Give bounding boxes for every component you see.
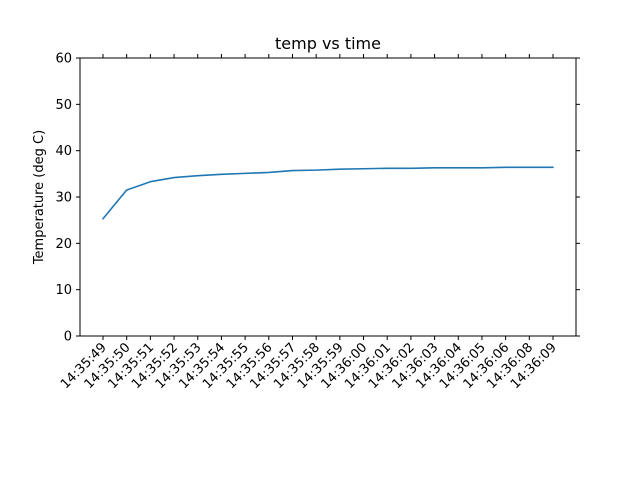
chart-title: temp vs time [275,34,381,53]
plot-area: 010203040506014:35:4914:35:5014:35:5114:… [55,52,580,392]
y-tick-label: 10 [55,283,72,298]
y-tick-label: 40 [55,144,72,159]
series-line [102,166,554,220]
y-tick-label: 60 [55,52,72,67]
y-tick-label: 0 [64,330,72,345]
plot-frame [79,57,577,337]
y-tick-label: 30 [55,191,72,206]
y-tick-label: 50 [55,98,72,113]
y-axis-label: Temperature (deg C) [32,130,47,265]
y-tick-label: 20 [55,237,72,252]
